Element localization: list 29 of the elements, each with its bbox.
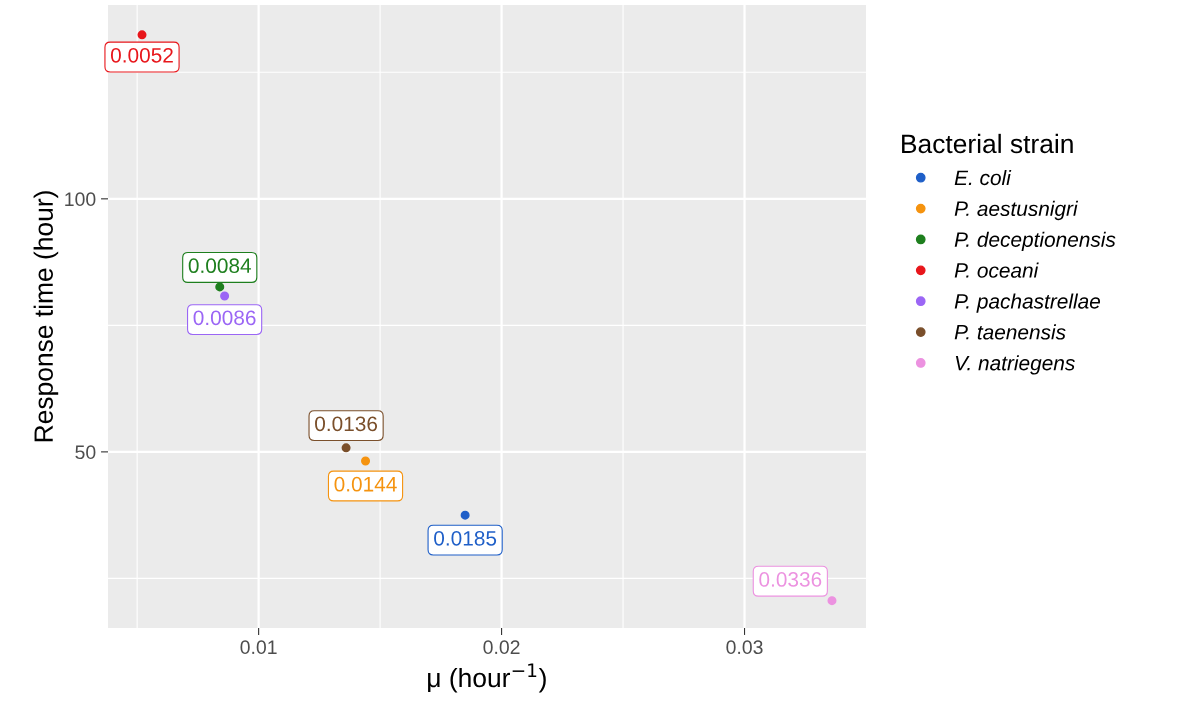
annotation: 0.0144 [334,476,397,492]
legend-label: V. natriegens [955,355,1075,375]
annotation: 0.0136 [315,416,378,432]
point [827,596,837,606]
annotation: 0.0086 [193,310,256,326]
point [341,443,351,453]
point [215,282,225,292]
x-tick-label: 0.03 [726,640,763,655]
y-axis-title: Response time (hour) [33,191,59,442]
x-tick-label: 0.02 [483,640,520,655]
point [137,30,147,40]
legend-title: Bacterial strain [902,133,1073,154]
x-tick-label: 0.01 [240,640,277,655]
legend-label: P. aestusnigri [954,200,1079,221]
point [220,291,230,301]
annotation: 0.0336 [759,572,822,587]
point [460,510,470,520]
legend-label: P. pachastrellae [954,293,1101,313]
annotation: 0.0084 [188,258,252,274]
legend-label: E. coli [954,169,1012,186]
annotation: 0.0052 [110,47,173,63]
x-axis-title: μ (hour$^{−1}$) [428,663,546,693]
point [361,456,371,466]
y-tick-label: 50 [75,445,96,460]
legend-label: P. deceptionensis [954,231,1116,252]
legend-label: P. oceani [954,262,1039,278]
annotation: 0.0185 [434,530,497,546]
y-tick-label: 100 [65,192,96,207]
legend-label: P. taenensis [954,324,1066,340]
